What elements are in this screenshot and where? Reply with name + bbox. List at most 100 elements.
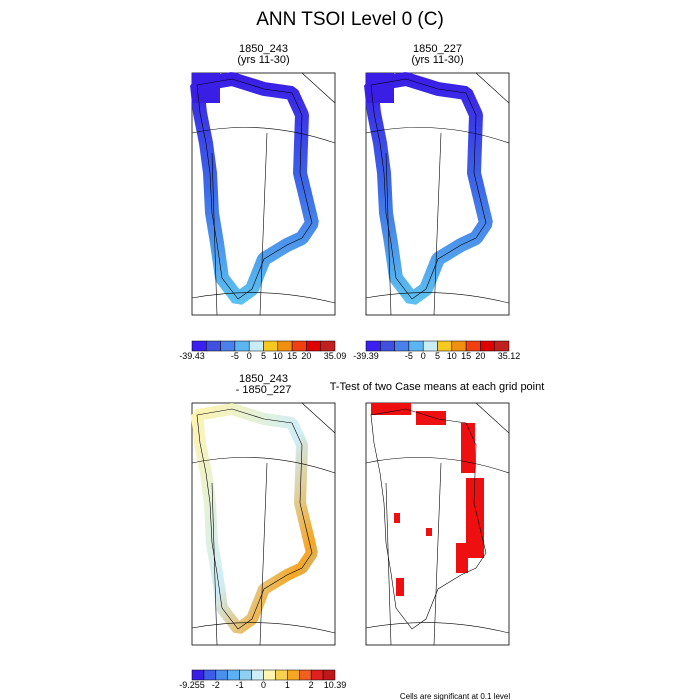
colorbar-label: 10 — [447, 351, 457, 361]
colorbar-label: 2 — [309, 680, 314, 690]
colorbar-label: 0 — [421, 351, 426, 361]
colorbar-label: 5 — [261, 351, 266, 361]
colorbar-label: -9.255 — [179, 680, 205, 690]
colorbar-box — [220, 340, 236, 352]
colorbar-box — [191, 669, 205, 681]
colorbar-box — [494, 340, 510, 352]
colorbar-box — [275, 669, 288, 681]
panel-title: (yrs 11-30) — [237, 54, 289, 66]
colorbar-label: 15 — [287, 351, 297, 361]
significant-cells — [371, 403, 411, 415]
graticule — [191, 292, 336, 304]
colorbar-label: 10 — [273, 351, 283, 361]
colorbar-label: -39.43 — [179, 351, 205, 361]
colorbar-box — [394, 340, 410, 352]
colorbar-label: 20 — [475, 351, 485, 361]
graticule — [433, 132, 442, 316]
significant-cells — [461, 423, 475, 473]
graticule — [365, 622, 510, 634]
colorbar-box — [263, 340, 279, 352]
colorbar-box — [299, 669, 312, 681]
panel-title: T-Test of two Case means at each grid po… — [330, 381, 545, 393]
colorbar-box — [206, 340, 221, 352]
map-panel: 1850_243- 1850_227 — [191, 373, 336, 646]
colorbar-box — [408, 340, 424, 352]
map-content — [365, 402, 510, 646]
colorbar-box — [465, 340, 481, 352]
graticule — [211, 152, 218, 316]
panel-title: - 1850_227 — [236, 384, 292, 396]
colorbar-box — [239, 669, 252, 681]
colorbar-label: 35.12 — [498, 351, 521, 361]
colorbar-box — [215, 669, 228, 681]
colorbar-label: 35.09 — [324, 351, 347, 361]
colorbar-label: 15 — [461, 351, 471, 361]
significant-cells — [396, 578, 404, 596]
figure-title: ANN TSOI Level 0 (C) — [256, 9, 444, 30]
colorbar-label: 0 — [261, 680, 266, 690]
panel-title: (yrs 11-30) — [411, 54, 463, 66]
significant-cells — [416, 411, 446, 425]
colorbar-label: -2 — [212, 680, 220, 690]
colorbar-box — [248, 340, 264, 352]
colorbar-label: 1 — [285, 680, 290, 690]
graticule — [191, 127, 336, 144]
colorbar-label: -5 — [231, 351, 239, 361]
graticule — [259, 462, 268, 646]
colorbar-box — [437, 340, 453, 352]
colorbar-box — [322, 669, 336, 681]
colorbar-box — [320, 340, 336, 352]
graticule — [365, 292, 510, 304]
graticule — [385, 482, 392, 646]
colorbar-box — [422, 340, 438, 352]
footnote: Cells are significant at 0.1 level — [400, 692, 511, 700]
panel-title: 1850_227 — [413, 43, 462, 55]
significant-cells — [466, 478, 484, 558]
graticule — [475, 402, 510, 434]
colorbar-box — [227, 669, 240, 681]
field — [192, 73, 220, 103]
field — [366, 73, 394, 103]
colorbar-box — [310, 669, 324, 681]
panel-title: 1850_243 — [239, 43, 288, 55]
map-content — [365, 72, 510, 316]
colorbar-box — [287, 669, 300, 681]
graticule — [433, 462, 442, 646]
colorbar-box — [277, 340, 293, 352]
graticule — [301, 402, 336, 434]
colorbar-box — [451, 340, 467, 352]
colorbar-label: -39.39 — [353, 351, 379, 361]
colorbar-box — [480, 340, 495, 352]
colorbar-label: 0 — [247, 351, 252, 361]
colorbar-box — [251, 669, 264, 681]
colorbar-box — [263, 669, 276, 681]
map-panel: T-Test of two Case means at each grid po… — [330, 381, 545, 646]
significant-cells — [426, 528, 432, 536]
colorbar: -39.43 -5 0 5 10 15 20 35.09 — [179, 340, 347, 361]
colorbar-box — [365, 340, 381, 352]
colorbar-box — [306, 340, 321, 352]
significant-cells — [456, 543, 468, 573]
colorbar-label: -5 — [405, 351, 413, 361]
colorbar-box — [191, 340, 207, 352]
colorbar-label: 5 — [435, 351, 440, 361]
graticule — [301, 72, 336, 104]
colorbar-label: 10.39 — [324, 680, 347, 690]
significant-cells — [394, 513, 400, 523]
map-panel: 1850_243(yrs 11-30) — [191, 43, 336, 316]
graticule — [211, 482, 218, 646]
colorbar-box — [234, 340, 250, 352]
colorbar-box — [380, 340, 395, 352]
graticule — [385, 152, 392, 316]
graticule — [365, 457, 510, 474]
graticule — [475, 72, 510, 104]
map-panel: 1850_227(yrs 11-30) — [365, 43, 510, 316]
colorbar-box — [291, 340, 307, 352]
graticule — [259, 132, 268, 316]
graticule — [191, 622, 336, 634]
colorbar-label: -1 — [236, 680, 244, 690]
map-content — [191, 402, 336, 646]
colorbar: -39.39 -5 0 5 10 15 20 35.12 — [353, 340, 521, 361]
graticule — [365, 127, 510, 144]
